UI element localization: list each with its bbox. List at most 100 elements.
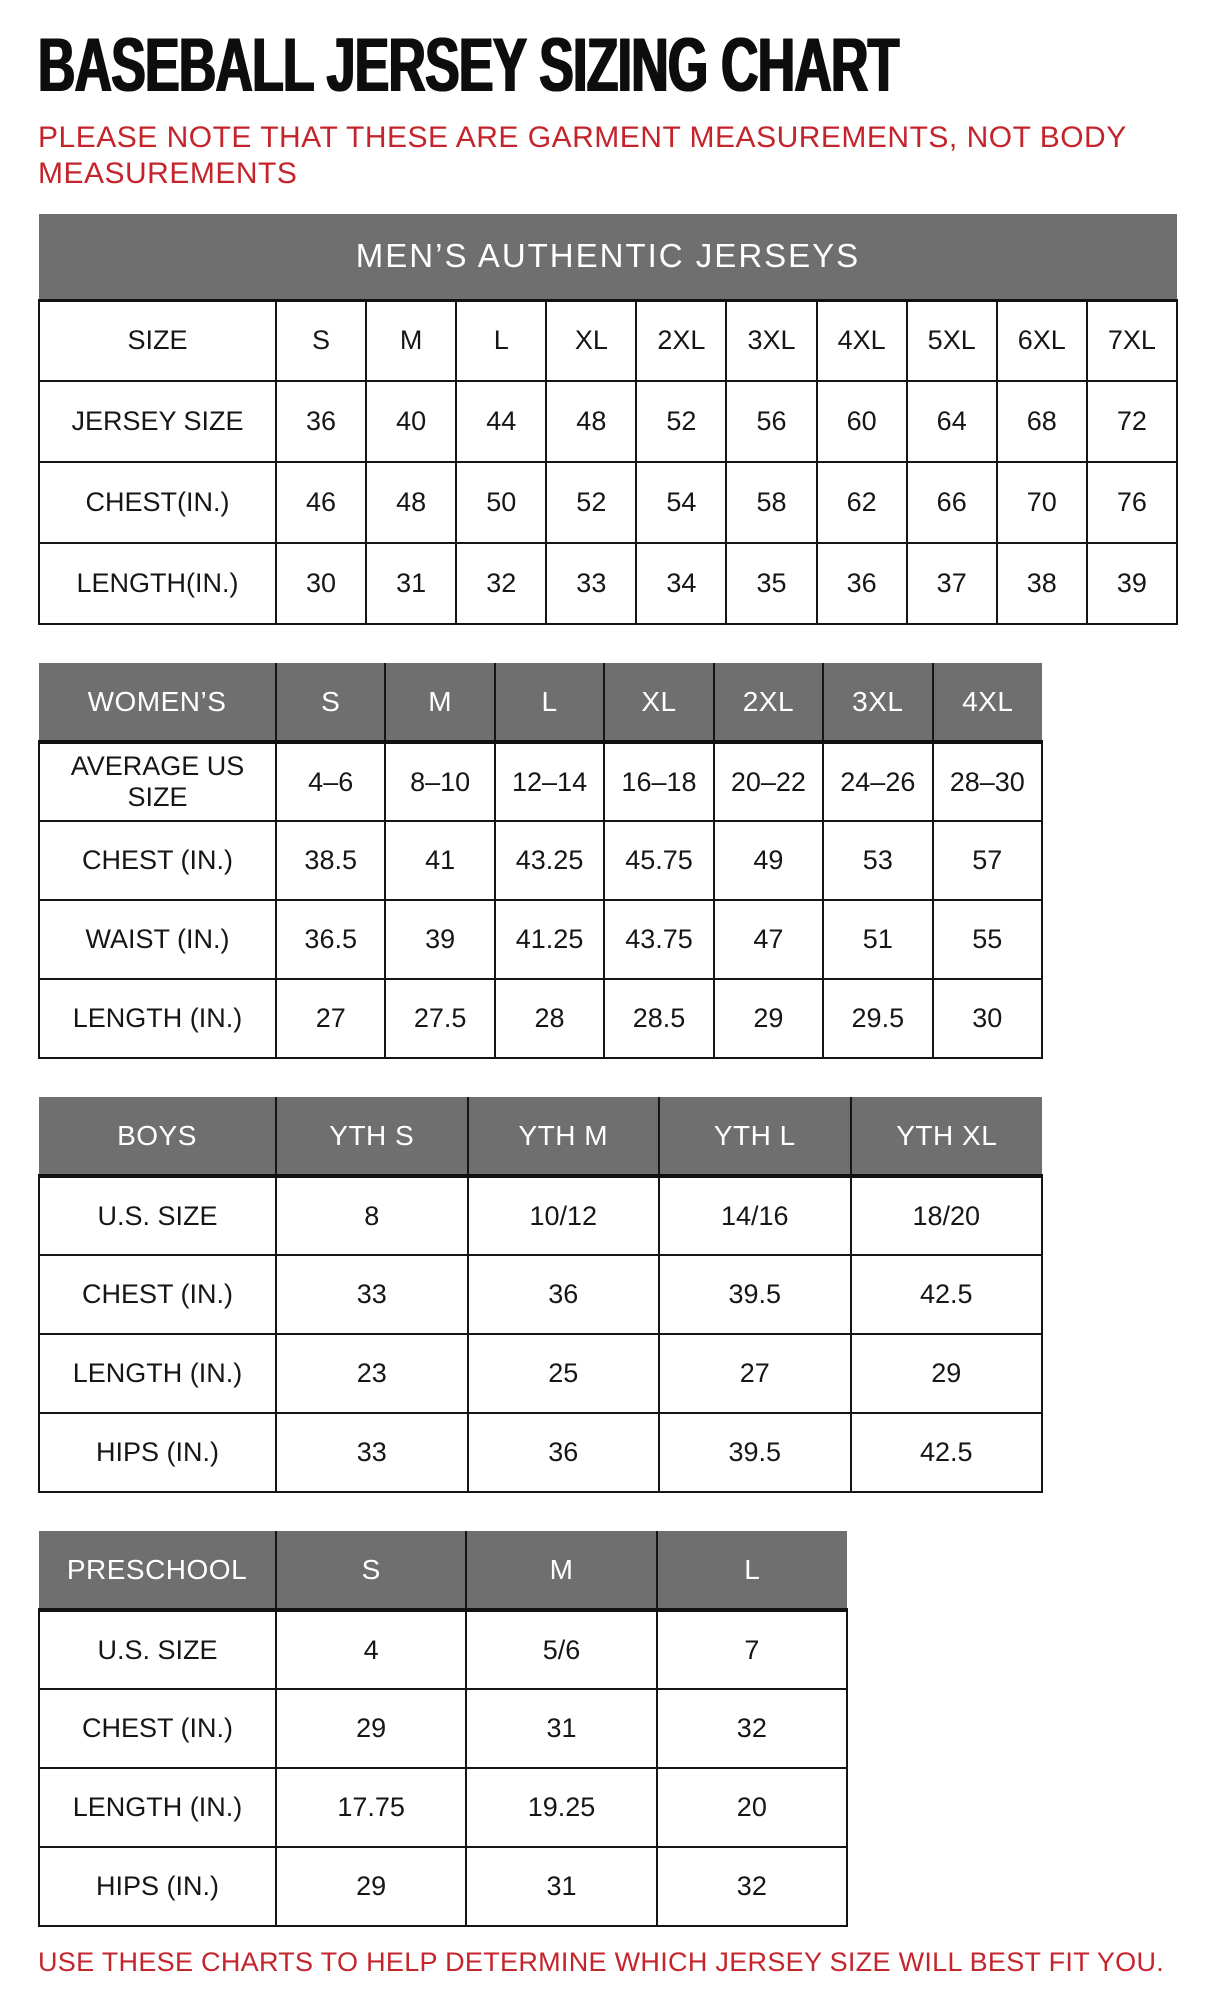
preschool-table-grid: PRESCHOOL S M L U.S. SIZE 4 5/6 7 CHEST (IN.) 29 3… bbox=[38, 1531, 849, 1927]
row-label: WAIST (IN.) bbox=[38, 899, 277, 980]
table-row: LENGTH (IN.) 27 27.5 28 28.5 29 29.5 30 bbox=[38, 978, 1044, 1059]
table-cell: 64 bbox=[905, 380, 998, 463]
table-cell: 30 bbox=[931, 978, 1044, 1059]
table-title-cell: BOYS bbox=[39, 1097, 277, 1178]
table-cell: 36 bbox=[274, 380, 368, 463]
mens-table-grid: MEN’S AUTHENTIC JERSEYS SIZE S M L XL 2XL 3XL 4X… bbox=[38, 214, 1179, 625]
table-cell: 29 bbox=[849, 1333, 1043, 1414]
table-cell: 76 bbox=[1085, 461, 1179, 544]
table-cell: 12–14 bbox=[493, 741, 606, 822]
table-cell: 4 bbox=[274, 1609, 468, 1690]
table-cell: 51 bbox=[822, 899, 934, 980]
table-cell: 57 bbox=[931, 820, 1044, 901]
column-header: S bbox=[274, 663, 387, 744]
table-cell: 23 bbox=[275, 1333, 469, 1414]
column-header: YTH S bbox=[275, 1097, 469, 1178]
table-cell: 70 bbox=[995, 461, 1088, 544]
table-header-row: WOMEN’S S M L XL 2XL 3XL 4XL bbox=[39, 663, 1042, 744]
table-cell: 28 bbox=[493, 978, 606, 1059]
table-row: CHEST (IN.) 29 31 32 bbox=[38, 1688, 849, 1769]
table-cell: 32 bbox=[655, 1846, 849, 1927]
table-cell: 34 bbox=[635, 542, 728, 625]
table-row: LENGTH(IN.) 30 31 32 33 34 35 36 37 38 39 bbox=[38, 542, 1179, 625]
table-cell: 3XL bbox=[725, 299, 818, 382]
table-cell: 27 bbox=[274, 978, 387, 1059]
table-cell: 7XL bbox=[1085, 299, 1179, 382]
page-title: BASEBALL JERSEY SIZING CHART bbox=[38, 28, 1180, 104]
table-row: U.S. SIZE 4 5/6 7 bbox=[38, 1609, 849, 1690]
boys-table-grid: BOYS YTH S YTH M YTH L YTH XL U.S. SIZE 8 10/12… bbox=[38, 1097, 1043, 1493]
table-cell: 41 bbox=[384, 820, 496, 901]
womens-table-grid: WOMEN’S S M L XL 2XL 3XL 4XL AVERAGE US SIZE 4–6 8… bbox=[38, 663, 1044, 1059]
table-row: U.S. SIZE 8 10/12 14/16 18/20 bbox=[38, 1175, 1043, 1256]
table-cell: 43.25 bbox=[493, 820, 606, 901]
table-cell: 38 bbox=[995, 542, 1088, 625]
table-cell: 52 bbox=[635, 380, 728, 463]
table-row: CHEST (IN.) 38.5 41 43.25 45.75 49 53 57 bbox=[38, 820, 1044, 901]
womens-sizing-table: WOMEN’S S M L XL 2XL 3XL 4XL AVERAGE US SIZE 4–6 8… bbox=[38, 663, 1180, 1059]
table-cell: 53 bbox=[822, 820, 934, 901]
table-cell: 32 bbox=[455, 542, 548, 625]
table-banner: MEN’S AUTHENTIC JERSEYS bbox=[39, 214, 1177, 302]
table-cell: 8 bbox=[275, 1175, 469, 1256]
table-cell: 55 bbox=[931, 899, 1044, 980]
column-header: M bbox=[384, 663, 496, 744]
table-cell: 29 bbox=[274, 1688, 468, 1769]
table-row: WAIST (IN.) 36.5 39 41.25 43.75 47 51 55 bbox=[38, 899, 1044, 980]
table-cell: 42.5 bbox=[849, 1254, 1043, 1335]
row-label: CHEST (IN.) bbox=[38, 1254, 277, 1335]
table-cell: 42.5 bbox=[849, 1412, 1043, 1493]
table-cell: 6XL bbox=[995, 299, 1088, 382]
row-label: U.S. SIZE bbox=[38, 1175, 277, 1256]
table-cell: 36.5 bbox=[274, 899, 387, 980]
row-label: CHEST(IN.) bbox=[38, 461, 277, 544]
table-cell: 30 bbox=[274, 542, 368, 625]
table-cell: 39 bbox=[384, 899, 496, 980]
table-cell: 32 bbox=[655, 1688, 849, 1769]
table-cell: 41.25 bbox=[493, 899, 606, 980]
table-cell: 68 bbox=[995, 380, 1088, 463]
table-row: LENGTH (IN.) 17.75 19.25 20 bbox=[38, 1767, 849, 1848]
boys-sizing-table: BOYS YTH S YTH M YTH L YTH XL U.S. SIZE 8 10/12… bbox=[38, 1097, 1180, 1493]
table-cell: 45.75 bbox=[603, 820, 715, 901]
table-cell: 56 bbox=[725, 380, 818, 463]
row-label: LENGTH(IN.) bbox=[38, 542, 277, 625]
table-cell: 10/12 bbox=[466, 1175, 660, 1256]
table-cell: S bbox=[274, 299, 368, 382]
column-header: 2XL bbox=[712, 663, 825, 744]
table-cell: 36 bbox=[466, 1412, 660, 1493]
row-label: U.S. SIZE bbox=[38, 1609, 277, 1690]
table-cell: 52 bbox=[545, 461, 638, 544]
table-cell: 31 bbox=[465, 1688, 658, 1769]
table-cell: 48 bbox=[545, 380, 638, 463]
table-row: LENGTH (IN.) 23 25 27 29 bbox=[38, 1333, 1043, 1414]
table-cell: 29 bbox=[274, 1846, 468, 1927]
table-title-cell: PRESCHOOL bbox=[39, 1531, 277, 1612]
table-cell: 36 bbox=[815, 542, 908, 625]
table-cell: 35 bbox=[725, 542, 818, 625]
table-cell: 2XL bbox=[635, 299, 728, 382]
table-cell: 49 bbox=[712, 820, 825, 901]
table-cell: XL bbox=[545, 299, 638, 382]
table-cell: 19.25 bbox=[465, 1767, 658, 1848]
table-cell: 18/20 bbox=[849, 1175, 1043, 1256]
table-cell: 17.75 bbox=[274, 1767, 468, 1848]
table-cell: 28–30 bbox=[931, 741, 1044, 822]
table-cell: 8–10 bbox=[384, 741, 496, 822]
table-cell: 62 bbox=[815, 461, 908, 544]
table-cell: 48 bbox=[365, 461, 458, 544]
row-label: SIZE bbox=[38, 299, 277, 382]
table-cell: 4XL bbox=[815, 299, 908, 382]
column-header: S bbox=[274, 1531, 468, 1612]
table-cell: 27 bbox=[658, 1333, 852, 1414]
table-title-cell: WOMEN’S bbox=[39, 663, 277, 744]
table-cell: M bbox=[365, 299, 458, 382]
row-label: HIPS (IN.) bbox=[38, 1412, 277, 1493]
table-cell: 40 bbox=[365, 380, 458, 463]
table-cell: 33 bbox=[275, 1254, 469, 1335]
table-cell: 46 bbox=[274, 461, 368, 544]
table-cell: L bbox=[455, 299, 548, 382]
table-cell: 37 bbox=[905, 542, 998, 625]
column-header: 4XL bbox=[931, 663, 1042, 744]
